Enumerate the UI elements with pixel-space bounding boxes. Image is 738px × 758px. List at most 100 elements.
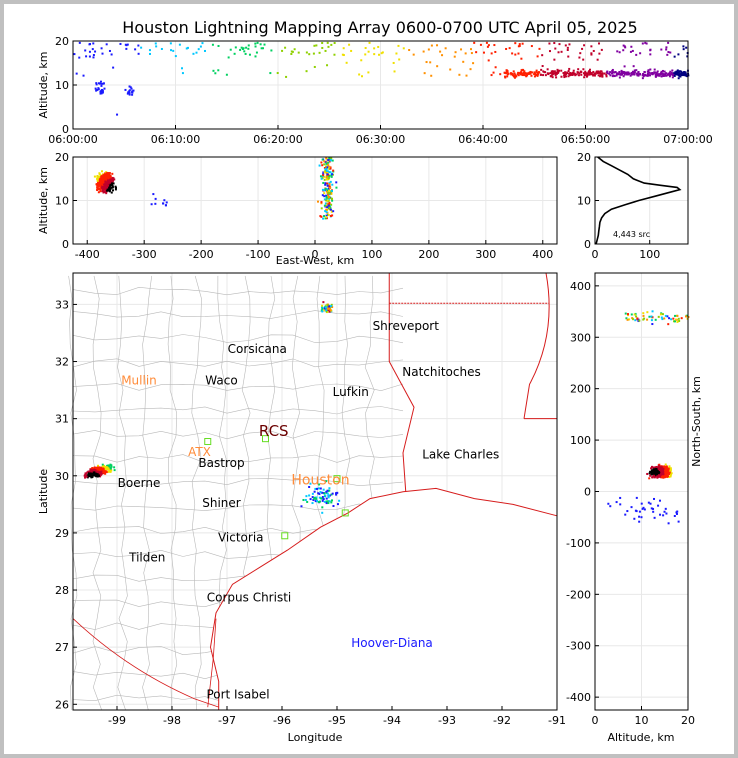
time-height-source bbox=[494, 66, 497, 69]
time-height-source bbox=[664, 74, 667, 77]
plan-source bbox=[102, 469, 105, 472]
plan-view-ytick-label: 33 bbox=[55, 298, 69, 311]
time-height-source bbox=[605, 73, 608, 76]
ew-height-source bbox=[93, 175, 96, 178]
time-height-source bbox=[233, 52, 236, 55]
ns-height-source bbox=[638, 510, 641, 513]
time-height-source bbox=[131, 93, 134, 96]
time-height-source bbox=[441, 54, 444, 57]
ew-height-source bbox=[105, 178, 108, 181]
plan-view-border bbox=[72, 272, 558, 711]
ew-height-source bbox=[325, 199, 328, 202]
plan-source bbox=[89, 468, 92, 471]
ew-height-source bbox=[323, 189, 326, 192]
ew-height-source bbox=[328, 174, 331, 177]
plan-source bbox=[306, 500, 309, 503]
time-height-source bbox=[444, 47, 447, 50]
time-height-source bbox=[517, 74, 520, 77]
plan-source bbox=[321, 511, 324, 514]
ew-height-source bbox=[330, 210, 333, 213]
time-height-source bbox=[535, 69, 538, 72]
ew-height-source bbox=[99, 186, 102, 189]
ew-height-source bbox=[107, 183, 110, 186]
ew-height-source bbox=[95, 183, 98, 186]
map-label-tilden: Tilden bbox=[128, 550, 165, 564]
ns-height-source bbox=[652, 474, 655, 477]
map-label-waco: Waco bbox=[205, 373, 237, 387]
plan-source bbox=[101, 467, 104, 470]
ew-height-source bbox=[330, 214, 333, 217]
plan-view-xtick-label: -95 bbox=[328, 714, 346, 727]
ns-height-source bbox=[642, 314, 645, 317]
ns-height-xtick-label: 20 bbox=[681, 714, 695, 727]
map-label-lake-charles: Lake Charles bbox=[422, 448, 499, 462]
time-height-source bbox=[449, 68, 452, 71]
ns-height-source bbox=[662, 469, 665, 472]
ns-height-source bbox=[658, 499, 661, 502]
time-height-source bbox=[493, 44, 496, 47]
map-label-bastrop: Bastrop bbox=[198, 456, 244, 470]
ns-height-source bbox=[659, 513, 662, 516]
time-height-source bbox=[590, 73, 593, 76]
time-height-source bbox=[641, 77, 644, 80]
ns-height-source bbox=[638, 520, 641, 523]
ew-height-source bbox=[329, 208, 332, 211]
plan-source bbox=[330, 501, 333, 504]
time-height-source bbox=[649, 68, 652, 71]
ew-height-source bbox=[323, 178, 326, 181]
time-height-source bbox=[580, 73, 583, 76]
time-height-source bbox=[260, 47, 263, 50]
time-height-source bbox=[630, 73, 633, 76]
time-height-source bbox=[675, 72, 678, 75]
plan-source bbox=[91, 467, 94, 470]
time-height-source bbox=[490, 52, 493, 55]
time-height-source bbox=[101, 52, 104, 55]
plan-source bbox=[328, 487, 331, 490]
time-height-source bbox=[482, 51, 485, 54]
time-height-source bbox=[599, 70, 602, 73]
plan-source bbox=[316, 499, 319, 502]
plan-source bbox=[84, 472, 87, 475]
time-height-source bbox=[622, 44, 625, 47]
ns-height-source bbox=[638, 319, 641, 322]
ew-height-source bbox=[99, 174, 102, 177]
ns-height-xtick-label: 10 bbox=[635, 714, 649, 727]
ns-height-source bbox=[655, 472, 658, 475]
time-height-source bbox=[538, 47, 541, 50]
time-height-source bbox=[458, 73, 461, 76]
ew-height-source bbox=[109, 176, 112, 179]
ew-height-source bbox=[319, 175, 322, 178]
plan-source bbox=[94, 469, 97, 472]
plan-source bbox=[322, 488, 325, 491]
ns-height-source bbox=[650, 319, 653, 322]
time-height-source bbox=[603, 72, 606, 75]
ew-height-source bbox=[327, 164, 330, 167]
time-height-source bbox=[631, 73, 634, 76]
time-height-source bbox=[367, 71, 370, 74]
plan-source bbox=[320, 306, 323, 309]
time-height-source bbox=[633, 71, 636, 74]
time-height-source bbox=[439, 50, 442, 53]
ns-height-source bbox=[632, 318, 635, 321]
ns-height-source bbox=[635, 496, 638, 499]
plan-source bbox=[104, 472, 107, 475]
time-height-source bbox=[567, 55, 570, 58]
plan-source bbox=[328, 310, 331, 313]
ew-height-source bbox=[154, 202, 157, 205]
plan-source bbox=[323, 309, 326, 312]
time-height-source bbox=[648, 71, 651, 74]
plan-source bbox=[300, 505, 303, 508]
map-label-corsicana: Corsicana bbox=[228, 342, 287, 356]
plan-source bbox=[86, 471, 89, 474]
ns-height-source bbox=[666, 471, 669, 474]
plan-source bbox=[94, 474, 97, 477]
time-height-source bbox=[663, 73, 666, 76]
ns-height-source bbox=[650, 467, 653, 470]
ns-height-source bbox=[664, 469, 667, 472]
time-height-source bbox=[506, 75, 509, 78]
time-height-source bbox=[669, 70, 672, 73]
time-height-source bbox=[462, 60, 465, 63]
time-height-source bbox=[665, 72, 668, 75]
time-height-source bbox=[666, 53, 669, 56]
ns-height-source bbox=[640, 502, 643, 505]
